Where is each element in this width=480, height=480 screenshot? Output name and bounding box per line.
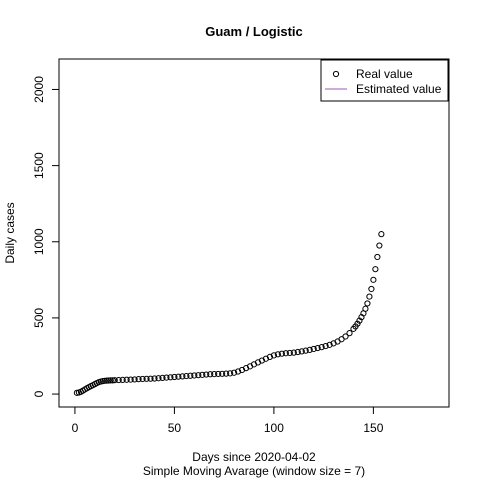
data-point [376,242,383,249]
y-axis-label: Daily cases [3,202,17,263]
data-point [223,370,230,377]
data-point [111,377,118,384]
data-point [115,376,122,384]
data-point [368,285,375,293]
data-point [147,375,154,382]
data-point [234,368,242,375]
data-point [326,341,333,348]
y-tick-label: 2000 [32,76,46,103]
x-tick-label: 50 [168,421,182,435]
data-point [342,333,349,340]
data-point [171,373,178,381]
data-point [362,305,369,312]
data-point [155,375,162,382]
y-tick-label: 500 [32,308,46,328]
legend-point-icon [332,70,340,78]
data-point [370,276,377,283]
data-point [107,377,114,384]
data-point [139,375,146,383]
data-point [378,231,385,238]
data-point [278,350,285,357]
data-point [366,293,373,300]
data-point [274,351,281,358]
data-point [354,320,361,327]
data-point [294,348,301,356]
legend-label-estimated: Estimated value [356,82,442,96]
data-point [298,348,305,355]
data-point [227,370,234,377]
data-point [175,373,182,380]
data-point [346,330,353,337]
data-point [211,371,218,378]
data-point [266,353,274,360]
data-point [123,376,130,383]
data-point [282,350,289,357]
data-point [314,344,321,352]
data-point [167,374,174,381]
data-point [179,373,186,380]
data-point [215,370,222,378]
data-point [310,345,317,353]
data-point [151,375,158,382]
data-point [195,372,202,379]
x-axis: 0 50 100 150 [72,406,384,435]
plot-area [58,58,450,408]
chart-title: Guam / Logistic [205,24,303,39]
data-point [364,300,371,307]
data-point [109,377,116,384]
data-point [203,371,210,378]
x-tick-label: 150 [363,421,383,435]
data-point [374,253,381,261]
data-point [183,372,190,380]
data-point [159,374,166,382]
data-point [302,347,309,354]
data-point [163,374,170,381]
y-tick-label: 0 [32,390,46,397]
data-point [372,266,379,273]
data-point [119,376,126,383]
data-point [103,377,110,384]
data-point [286,349,293,357]
data-point [219,370,226,377]
data-point [318,344,325,351]
data-point [231,369,238,376]
data-point [143,375,150,382]
data-point [322,342,329,350]
x-axis-sublabel: Simple Moving Avarage (window size = 7) [143,464,365,478]
x-tick-label: 100 [264,421,284,435]
x-tick-label: 0 [72,421,79,435]
data-point [290,349,297,356]
data-point [105,377,112,384]
data-point [306,346,313,353]
y-tick-label: 1500 [32,152,46,179]
data-point [131,376,138,383]
real-value-points [73,231,385,396]
data-point [191,372,198,379]
legend-label-real: Real value [356,67,413,81]
data-point [207,371,214,378]
plot-frame [58,58,450,408]
data-point [127,376,134,383]
x-axis-label: Days since 2020-04-02 [192,450,316,464]
data-point [135,376,142,383]
data-point [101,377,108,384]
data-point [199,371,206,378]
legend-box [320,59,449,102]
legend: Real value Estimated value [320,59,449,102]
y-axis: 0 500 1000 1500 2000 [32,76,60,397]
data-point [270,352,277,359]
data-point [187,372,194,379]
y-tick-label: 1000 [32,228,46,255]
